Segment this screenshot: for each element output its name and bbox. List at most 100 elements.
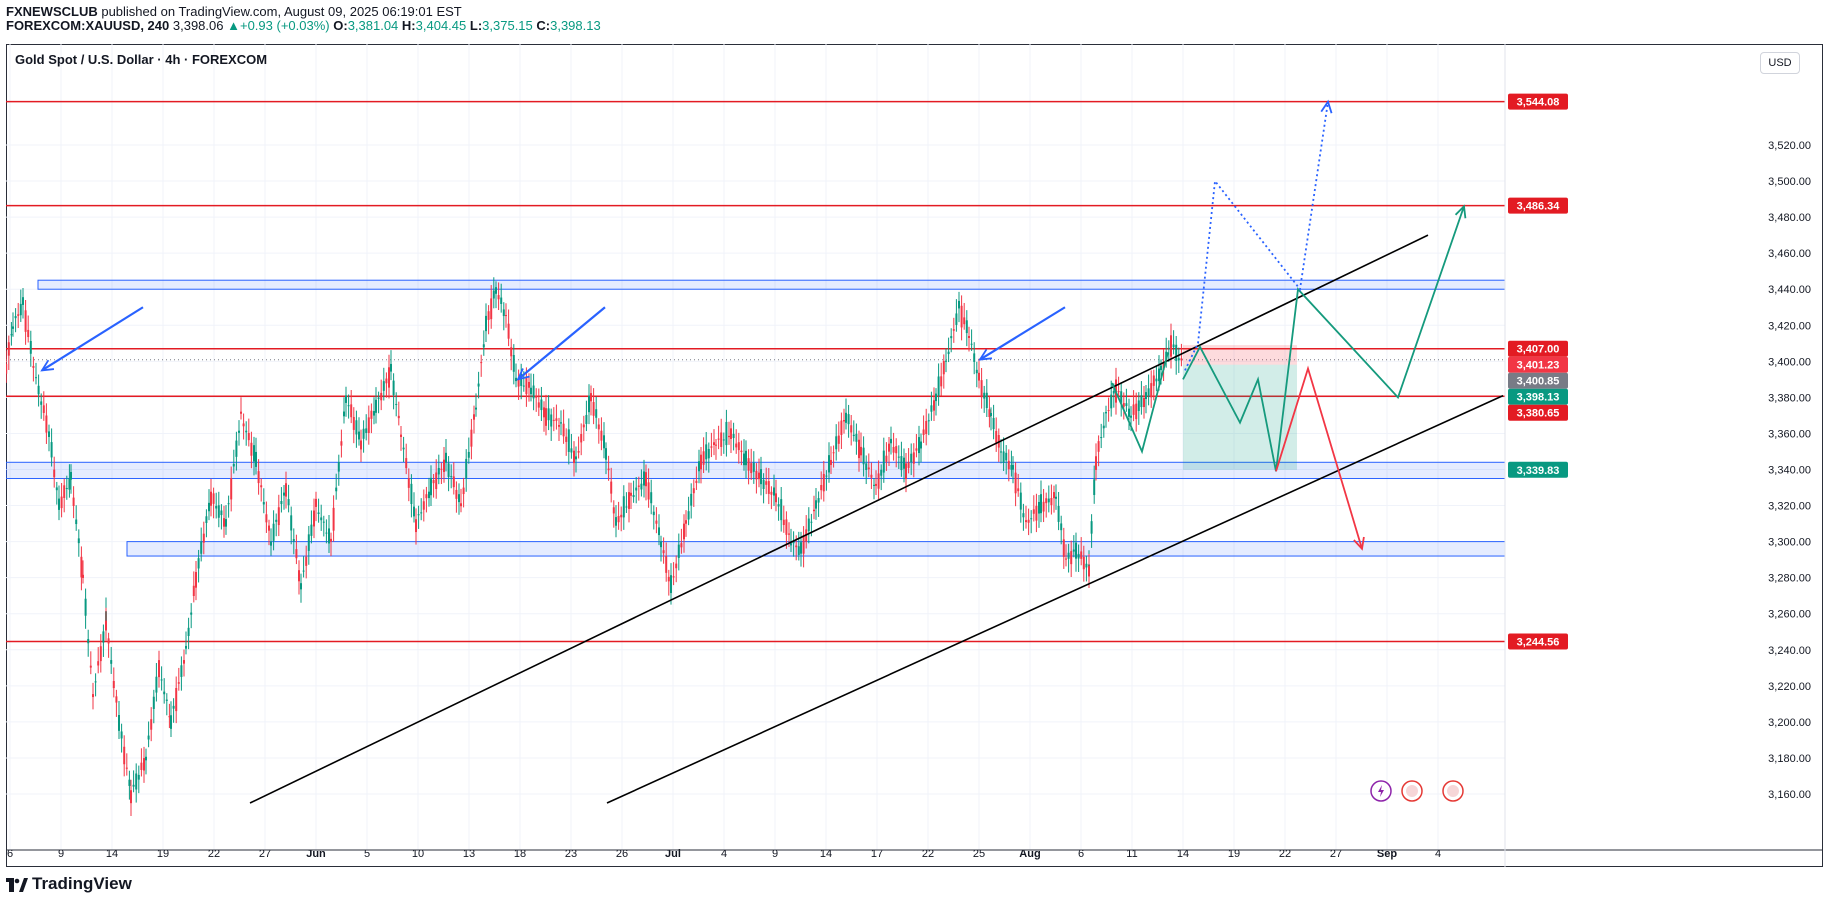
y-tick-label: 3,200.00 bbox=[1768, 717, 1811, 729]
projection-green-path bbox=[1182, 206, 1465, 472]
candle-body bbox=[520, 373, 523, 386]
sr-zone bbox=[126, 541, 1505, 557]
x-tick-label: Aug bbox=[1019, 848, 1040, 860]
candle-body bbox=[1032, 509, 1035, 514]
x-tick-label: Jun bbox=[306, 848, 326, 860]
candle-body bbox=[552, 419, 555, 421]
candle-body bbox=[290, 515, 293, 531]
candle-body bbox=[1019, 492, 1022, 510]
candle-body bbox=[947, 351, 950, 355]
candle-body bbox=[760, 469, 762, 485]
candle-body bbox=[385, 378, 388, 384]
candle-body bbox=[1175, 344, 1178, 361]
x-tick-label: Jul bbox=[665, 848, 681, 860]
candle-body bbox=[132, 784, 135, 787]
candle-body bbox=[347, 405, 350, 407]
projection-green-arrowhead bbox=[1454, 204, 1467, 219]
candle-body bbox=[1128, 408, 1130, 417]
price-label-tag bbox=[1508, 404, 1568, 421]
candle-body bbox=[937, 376, 940, 396]
candle-body bbox=[490, 298, 493, 320]
candle-body bbox=[515, 377, 517, 382]
candle-body bbox=[313, 510, 315, 527]
candle-body bbox=[890, 438, 892, 444]
candle-body bbox=[645, 472, 647, 487]
candle-body bbox=[1047, 498, 1050, 503]
candle-body bbox=[482, 344, 485, 348]
candle-body bbox=[900, 456, 903, 471]
candle-body bbox=[68, 478, 71, 490]
candle-body bbox=[1060, 523, 1063, 531]
low-value: 3,375.15 bbox=[482, 18, 533, 33]
candle-body bbox=[492, 290, 495, 299]
candle-body bbox=[505, 315, 507, 317]
candle-body bbox=[655, 520, 658, 524]
candle-body bbox=[562, 423, 565, 437]
candle-body bbox=[220, 510, 223, 516]
candle-body bbox=[735, 443, 738, 448]
candle-body bbox=[767, 481, 770, 494]
us-flag-icon-inner bbox=[1406, 785, 1418, 797]
candle-body bbox=[238, 430, 240, 433]
candle-body bbox=[1040, 494, 1042, 514]
candle-body bbox=[1062, 539, 1065, 557]
candle-body bbox=[897, 456, 900, 458]
candle-body bbox=[922, 429, 925, 436]
candle-body bbox=[10, 334, 13, 336]
price-label-tag bbox=[1508, 461, 1568, 478]
currency-button[interactable]: USD bbox=[1760, 52, 1800, 74]
candle-body bbox=[940, 376, 943, 387]
candle-body bbox=[983, 392, 986, 399]
candle-body bbox=[495, 287, 497, 294]
high-value: 3,404.45 bbox=[415, 18, 467, 33]
x-tick-label: 11 bbox=[1126, 848, 1137, 860]
candle-body bbox=[995, 430, 998, 443]
candle-body bbox=[1155, 378, 1158, 382]
candle-body bbox=[317, 512, 320, 514]
candle-body bbox=[29, 340, 32, 354]
candle-body bbox=[785, 519, 788, 535]
candle-body bbox=[437, 467, 440, 475]
candle-body bbox=[163, 691, 166, 695]
candle-body bbox=[822, 473, 825, 492]
price-change: ▲+0.93 (+0.03%) bbox=[227, 18, 330, 33]
publisher-name[interactable]: FXNEWSCLUB bbox=[6, 4, 98, 19]
candle-body bbox=[817, 498, 820, 503]
candle-body bbox=[92, 694, 94, 698]
candle-body bbox=[700, 454, 702, 470]
candle-body bbox=[535, 395, 538, 398]
candle-body bbox=[165, 699, 168, 701]
close-value: 3,398.13 bbox=[550, 18, 601, 33]
candle-body bbox=[135, 773, 138, 790]
candle-body bbox=[97, 661, 100, 666]
candle-body bbox=[1170, 335, 1172, 357]
candle-body bbox=[852, 434, 855, 437]
candle-body bbox=[1050, 497, 1053, 506]
candle-body bbox=[992, 417, 995, 430]
candle-body bbox=[287, 499, 290, 506]
candle-body bbox=[835, 436, 838, 450]
x-tick-label: 18 bbox=[514, 848, 526, 860]
candle-body bbox=[988, 409, 991, 417]
candle-body bbox=[525, 378, 528, 395]
candle-body bbox=[302, 570, 305, 572]
y-tick-label: 3,280.00 bbox=[1768, 573, 1811, 585]
candle-body bbox=[840, 420, 843, 435]
y-tick-label: 3,240.00 bbox=[1768, 645, 1811, 657]
candle-body bbox=[905, 463, 907, 480]
candle-body bbox=[432, 480, 435, 484]
candle-body bbox=[295, 549, 298, 559]
tradingview-logo[interactable]: TradingView bbox=[6, 874, 132, 894]
x-tick-label: 5 bbox=[364, 848, 370, 860]
symbol-label[interactable]: FOREXCOM:XAUUSD, 240 bbox=[6, 18, 170, 33]
candle-body bbox=[343, 411, 345, 417]
candle-body bbox=[797, 546, 800, 555]
x-tick-label: 27 bbox=[1330, 848, 1342, 860]
candle-body bbox=[640, 483, 643, 490]
chart-frame[interactable] bbox=[6, 44, 1823, 867]
candle-body bbox=[597, 424, 600, 430]
candle-body bbox=[1140, 395, 1143, 408]
candle-body bbox=[160, 679, 163, 681]
candle-body bbox=[48, 431, 50, 437]
